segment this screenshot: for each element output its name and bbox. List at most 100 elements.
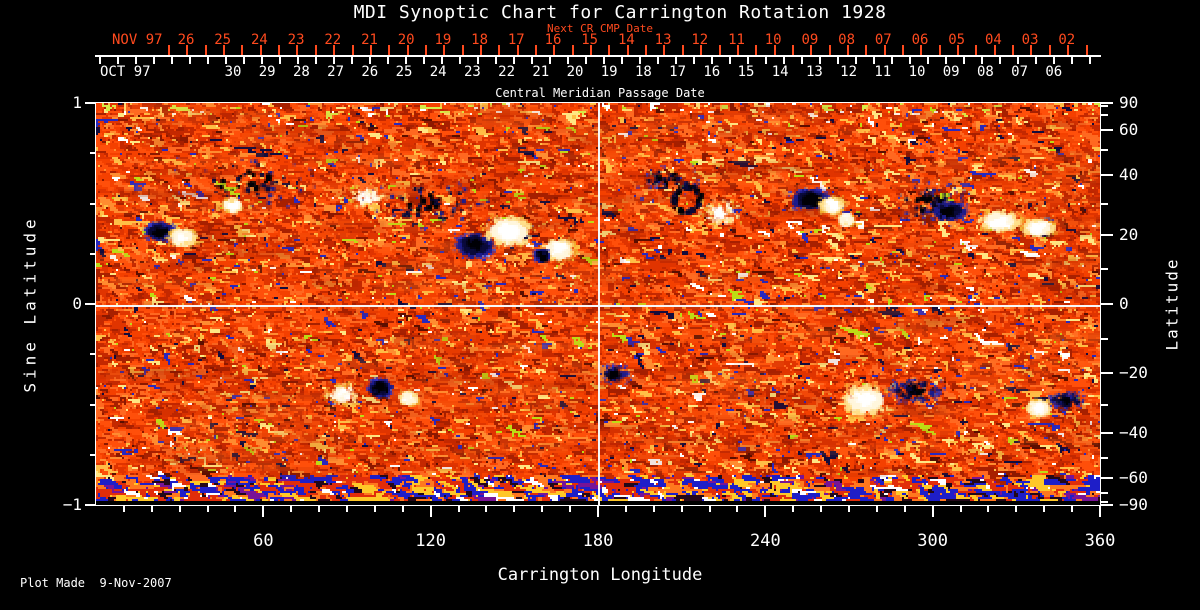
cmp-axis-tick bbox=[513, 57, 515, 64]
left-axis-minor-tick bbox=[90, 152, 96, 155]
cmp-axis-tick bbox=[567, 57, 569, 64]
bottom-axis-minor-tick bbox=[150, 506, 153, 512]
top-axis-tick-label: 09 bbox=[801, 32, 819, 48]
right-axis-tick bbox=[1100, 234, 1113, 237]
cmp-axis-tick bbox=[693, 57, 695, 64]
cmp-axis-tick bbox=[189, 57, 191, 64]
right-axis-minor-tick bbox=[1100, 337, 1108, 340]
bottom-axis-minor-tick bbox=[513, 506, 516, 512]
bottom-axis-minor-tick bbox=[680, 506, 683, 512]
cmp-axis-tick bbox=[603, 57, 605, 64]
cmp-axis-tick bbox=[225, 57, 227, 64]
bottom-axis-tick bbox=[429, 506, 432, 517]
cmp-axis-tick-label: 25 bbox=[395, 64, 413, 80]
cmp-axis-tick bbox=[171, 57, 173, 64]
cmp-axis-tick bbox=[135, 57, 137, 64]
cmp-axis-tick-label: 23 bbox=[463, 64, 481, 80]
cmp-axis-tick bbox=[495, 57, 497, 64]
cmp-axis-tick bbox=[765, 57, 767, 64]
bottom-axis-minor-tick bbox=[736, 506, 739, 512]
top-axis-tick-label: 15 bbox=[581, 32, 599, 48]
cmp-axis-tick bbox=[855, 57, 857, 64]
cmp-axis-tick-label: 20 bbox=[566, 64, 584, 80]
cmp-axis-tick-label: 27 bbox=[327, 64, 345, 80]
top-axis-tick bbox=[535, 45, 537, 55]
cmp-axis-tick-label: 10 bbox=[908, 64, 926, 80]
bottom-axis-minor-tick bbox=[1015, 506, 1018, 512]
cmp-axis-tick bbox=[891, 57, 893, 64]
cmp-axis-tick bbox=[675, 57, 677, 64]
cmp-axis-tick bbox=[459, 57, 461, 64]
bottom-axis-tick-label: 180 bbox=[582, 531, 614, 551]
cmp-axis-tick-label: 16 bbox=[703, 64, 721, 80]
top-axis-tick-label: 17 bbox=[507, 32, 525, 48]
top-axis-tick bbox=[608, 45, 611, 55]
right-axis-tick bbox=[1100, 102, 1113, 104]
bottom-axis-minor-tick bbox=[820, 506, 823, 512]
left-axis-minor-tick bbox=[90, 353, 96, 356]
bottom-axis-minor-tick bbox=[1071, 506, 1074, 512]
top-axis-tick bbox=[755, 45, 758, 55]
cmp-axis-tick bbox=[369, 57, 371, 64]
cmp-axis-tick bbox=[873, 57, 875, 64]
cmp-axis-tick bbox=[819, 57, 821, 64]
cmp-axis-tick bbox=[153, 57, 155, 64]
top-axis-tick bbox=[993, 45, 996, 55]
top-axis-tick bbox=[241, 45, 244, 55]
bottom-axis-minor-tick bbox=[122, 506, 125, 512]
cmp-axis-tick-label: 26 bbox=[361, 64, 379, 80]
bottom-axis-tick bbox=[1099, 506, 1101, 517]
top-axis-tick bbox=[645, 45, 648, 55]
right-axis-tick-label: 60 bbox=[1119, 119, 1139, 139]
left-axis-minor-tick bbox=[90, 252, 96, 255]
bottom-axis-tick-label: 60 bbox=[253, 531, 274, 551]
top-axis-tick bbox=[351, 45, 354, 55]
top-axis-tick bbox=[498, 45, 501, 55]
magnetogram-image bbox=[96, 103, 1100, 505]
top-axis-tick bbox=[920, 45, 923, 55]
top-axis-tick-label: 26 bbox=[177, 32, 195, 48]
top-axis-tick bbox=[773, 45, 776, 55]
cmp-axis-tick-label: 17 bbox=[669, 64, 687, 80]
left-axis-tick-label: 1 bbox=[72, 93, 82, 112]
right-axis-minor-tick bbox=[1100, 491, 1108, 494]
cmp-axis-tick bbox=[711, 57, 713, 64]
right-axis-minor-tick bbox=[1100, 114, 1108, 117]
cmp-axis-tick bbox=[945, 57, 947, 64]
right-axis-minor-tick bbox=[1100, 500, 1108, 503]
cmp-axis-tick bbox=[837, 57, 839, 64]
top-axis-tick bbox=[1030, 45, 1033, 55]
bottom-axis-label: Carrington Longitude bbox=[497, 565, 703, 585]
top-axis-tick bbox=[846, 45, 849, 55]
top-axis-tick bbox=[718, 45, 721, 55]
cmp-axis-tick bbox=[315, 57, 317, 64]
bottom-axis-minor-tick bbox=[652, 506, 655, 512]
top-axis-tick-label: 21 bbox=[361, 32, 378, 48]
left-axis-tick bbox=[85, 303, 96, 305]
top-axis-tick-label: 22 bbox=[324, 32, 342, 48]
top-axis-tick-label: 10 bbox=[764, 32, 782, 48]
cmp-axis-tick bbox=[909, 57, 911, 64]
cmp-axis-tick bbox=[243, 57, 245, 64]
left-axis-tick-label: −1 bbox=[62, 495, 82, 514]
bottom-axis-minor-tick bbox=[624, 506, 627, 512]
nov-month-label: NOV 97 bbox=[112, 32, 163, 48]
left-axis-tick bbox=[85, 102, 96, 104]
top-axis-tick-label: 03 bbox=[1021, 32, 1039, 48]
cmp-axis-tick-label: 15 bbox=[737, 64, 755, 80]
right-axis-minor-tick bbox=[1100, 268, 1108, 271]
cmp-axis-tick bbox=[729, 57, 731, 64]
meridian-tick-extension bbox=[597, 506, 599, 517]
top-axis-tick bbox=[1048, 45, 1051, 55]
bottom-axis-tick-label: 360 bbox=[1084, 531, 1116, 551]
top-axis-tick bbox=[957, 45, 960, 55]
top-axis-tick-label: 14 bbox=[617, 32, 635, 48]
bottom-axis-tick-label: 240 bbox=[749, 531, 781, 551]
date-axis-line bbox=[95, 55, 1101, 57]
cmp-axis-tick bbox=[927, 57, 929, 64]
bottom-axis-minor-tick bbox=[206, 506, 209, 512]
top-axis-tick-label: 23 bbox=[287, 32, 305, 48]
cmp-axis-tick bbox=[963, 57, 965, 64]
cmp-axis-label: Central Meridian Passage Date bbox=[495, 86, 705, 100]
bottom-axis-minor-tick bbox=[346, 506, 348, 512]
